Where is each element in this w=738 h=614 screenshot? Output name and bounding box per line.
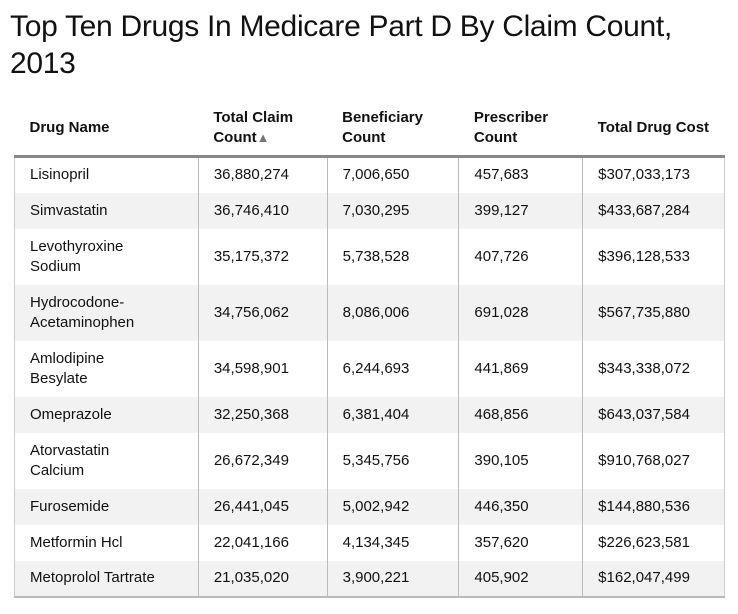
cell-total-drug-cost: $567,735,880	[582, 284, 725, 341]
cell-prescriber-count: 446,350	[458, 488, 583, 525]
table-row: Furosemide 26,441,045 5,002,942 446,350 $144…	[14, 488, 725, 525]
cell-beneficiary-count: 6,381,404	[326, 396, 459, 433]
cell-beneficiary-count: 3,900,221	[326, 560, 459, 598]
cell-total-claim-count: 34,598,901	[197, 340, 328, 397]
cell-drug-name: Simvastatin	[14, 192, 199, 229]
table-row: Metoprolol Tartrate 21,035,020 3,900,221 40…	[14, 560, 725, 598]
cell-prescriber-count: 407,726	[458, 228, 583, 285]
cell-total-drug-cost: $162,047,499	[582, 560, 725, 598]
column-header-total-drug-cost[interactable]: Total Drug Cost	[582, 100, 725, 158]
cell-beneficiary-count: 7,030,295	[326, 192, 459, 229]
cell-drug-name: Metformin Hcl	[14, 524, 199, 561]
header-label: Drug Name	[29, 118, 110, 136]
cell-prescriber-count: 457,683	[458, 156, 583, 193]
cell-prescriber-count: 357,620	[458, 524, 583, 561]
cell-total-drug-cost: $343,338,072	[582, 340, 725, 397]
table-row: Metformin Hcl 22,041,166 4,134,345 357,620 $…	[14, 524, 725, 561]
table-row: Lisinopril 36,880,274 7,006,650 457,683 $307…	[14, 156, 725, 193]
cell-total-claim-count: 22,041,166	[197, 524, 328, 561]
cell-beneficiary-count: 5,002,942	[326, 488, 459, 525]
cell-total-drug-cost: $910,768,027	[582, 432, 725, 489]
cell-total-claim-count: 36,746,410	[197, 192, 328, 229]
cell-beneficiary-count: 5,345,756	[326, 432, 459, 489]
cell-beneficiary-count: 8,086,006	[326, 284, 459, 341]
column-header-prescriber-count[interactable]: Prescriber Count	[458, 100, 583, 158]
cell-drug-name: Atorvastatin Calcium	[14, 432, 199, 489]
cell-total-claim-count: 36,880,274	[197, 156, 328, 193]
table-row: Simvastatin 36,746,410 7,030,295 399,127 $43…	[14, 192, 725, 229]
table-row: Atorvastatin Calcium 26,672,349 5,345,756 3…	[14, 432, 725, 489]
cell-prescriber-count: 441,869	[458, 340, 583, 397]
cell-prescriber-count: 468,856	[458, 396, 583, 433]
cell-total-drug-cost: $226,623,581	[582, 524, 725, 561]
sort-ascending-icon[interactable]: ▲	[256, 129, 270, 145]
cell-total-claim-count: 26,672,349	[197, 432, 328, 489]
column-header-drug-name[interactable]: Drug Name	[14, 100, 199, 158]
cell-total-drug-cost: $433,687,284	[582, 192, 725, 229]
cell-drug-name: Hydrocodone-Acetaminophen	[14, 284, 199, 341]
cell-prescriber-count: 691,028	[458, 284, 583, 341]
table-row: Amlodipine Besylate 34,598,901 6,244,693 44…	[14, 340, 725, 397]
header-label: Prescriber Count	[473, 108, 549, 146]
drug-table: Drug Name Total Claim Count▲ Beneficiary…	[14, 100, 725, 598]
cell-beneficiary-count: 6,244,693	[326, 340, 459, 397]
cell-total-claim-count: 35,175,372	[197, 228, 328, 285]
cell-drug-name: Lisinopril	[14, 156, 199, 193]
header-label: Total Drug Cost	[597, 118, 710, 136]
page-title: Top Ten Drugs In Medicare Part D By Clai…	[10, 10, 672, 80]
cell-total-claim-count: 34,756,062	[197, 284, 328, 341]
cell-total-claim-count: 21,035,020	[197, 560, 328, 598]
cell-drug-name: Levothyroxine Sodium	[14, 228, 199, 285]
cell-drug-name: Metoprolol Tartrate	[14, 560, 199, 598]
cell-total-claim-count: 26,441,045	[197, 488, 328, 525]
cell-total-drug-cost: $144,880,536	[582, 488, 725, 525]
column-header-total-claim-count[interactable]: Total Claim Count▲	[198, 100, 328, 158]
cell-total-claim-count: 32,250,368	[197, 396, 328, 433]
cell-beneficiary-count: 5,738,528	[326, 228, 459, 285]
cell-prescriber-count: 399,127	[458, 192, 583, 229]
cell-drug-name: Furosemide	[14, 488, 199, 525]
table-header-row: Drug Name Total Claim Count▲ Beneficiary…	[14, 100, 725, 158]
header-label: Beneficiary Count	[342, 108, 423, 146]
cell-prescriber-count: 390,105	[458, 432, 583, 489]
cell-drug-name: Omeprazole	[14, 396, 199, 433]
cell-drug-name: Amlodipine Besylate	[14, 340, 199, 397]
table-row: Levothyroxine Sodium 35,175,372 5,738,528 4…	[14, 228, 725, 285]
cell-total-drug-cost: $307,033,173	[582, 156, 725, 193]
cell-total-drug-cost: $396,128,533	[582, 228, 725, 285]
cell-beneficiary-count: 7,006,650	[326, 156, 459, 193]
table-row: Hydrocodone-Acetaminophen 34,756,062 8,086…	[14, 284, 725, 341]
cell-total-drug-cost: $643,037,584	[582, 396, 725, 433]
cell-prescriber-count: 405,902	[458, 560, 583, 598]
cell-beneficiary-count: 4,134,345	[326, 524, 459, 561]
column-header-beneficiary-count[interactable]: Beneficiary Count	[327, 100, 459, 158]
header-label: Total Claim Count	[213, 108, 294, 146]
table-row: Omeprazole 32,250,368 6,381,404 468,856 $643…	[14, 396, 725, 433]
